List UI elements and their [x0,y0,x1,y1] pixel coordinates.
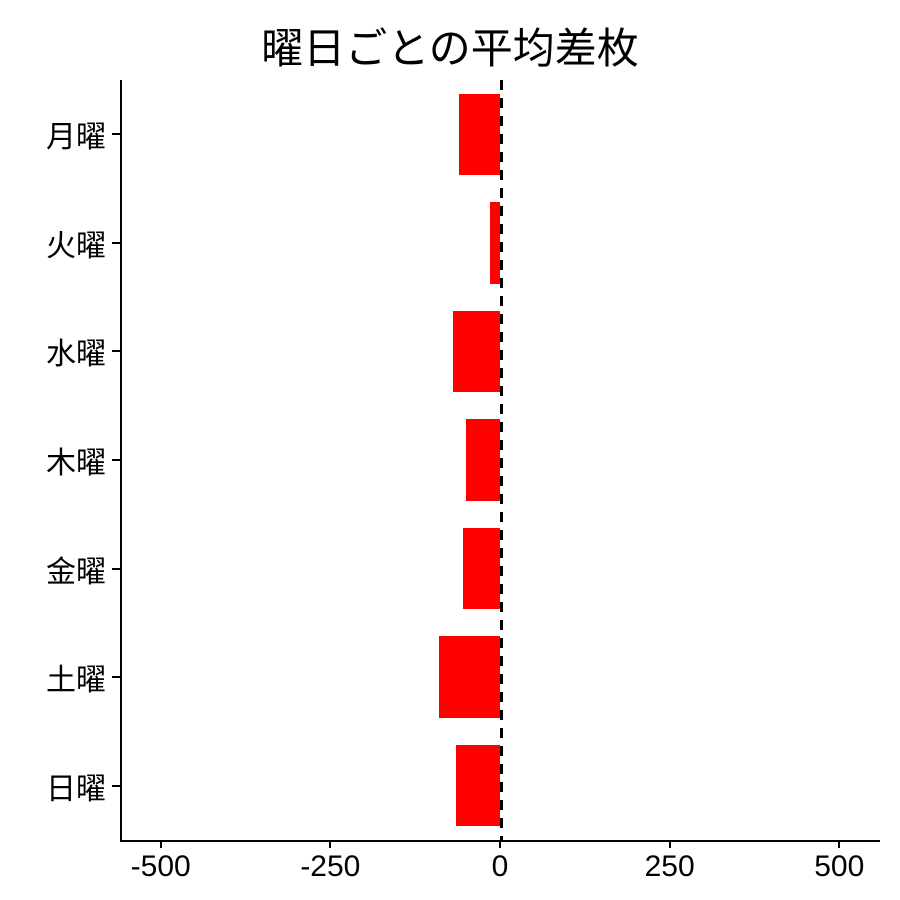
x-tick-mark [669,840,671,848]
y-tick-label: 木曜 [46,438,106,482]
y-tick-mark [112,242,120,244]
bar [463,528,500,609]
y-tick-label: 土曜 [46,655,106,699]
x-tick-mark [329,840,331,848]
chart-container: 曜日ごとの平均差枚 -500-2500250500月曜火曜水曜木曜金曜土曜日曜 [0,0,900,900]
bar [459,94,500,175]
y-tick-mark [112,133,120,135]
y-tick-label: 火曜 [46,221,106,265]
zero-line [500,80,503,840]
y-tick-mark [112,785,120,787]
x-tick-label: -500 [131,850,191,884]
bar [453,311,501,392]
bar [439,636,500,717]
x-tick-label: -250 [300,850,360,884]
bar [466,419,500,500]
y-tick-mark [112,568,120,570]
y-tick-mark [112,676,120,678]
x-tick-label: 0 [492,850,509,884]
y-tick-mark [112,350,120,352]
chart-title: 曜日ごとの平均差枚 [0,15,900,76]
bar [456,745,500,826]
x-tick-mark [838,840,840,848]
x-tick-mark [499,840,501,848]
x-tick-label: 500 [814,850,864,884]
bar [490,202,500,283]
x-tick-mark [160,840,162,848]
y-tick-label: 金曜 [46,547,106,591]
plot-area: -500-2500250500月曜火曜水曜木曜金曜土曜日曜 [120,80,880,840]
y-tick-label: 日曜 [46,764,106,808]
x-tick-label: 250 [645,850,695,884]
y-axis-line [120,80,122,840]
y-tick-mark [112,459,120,461]
y-tick-label: 水曜 [46,329,106,373]
y-tick-label: 月曜 [46,112,106,156]
